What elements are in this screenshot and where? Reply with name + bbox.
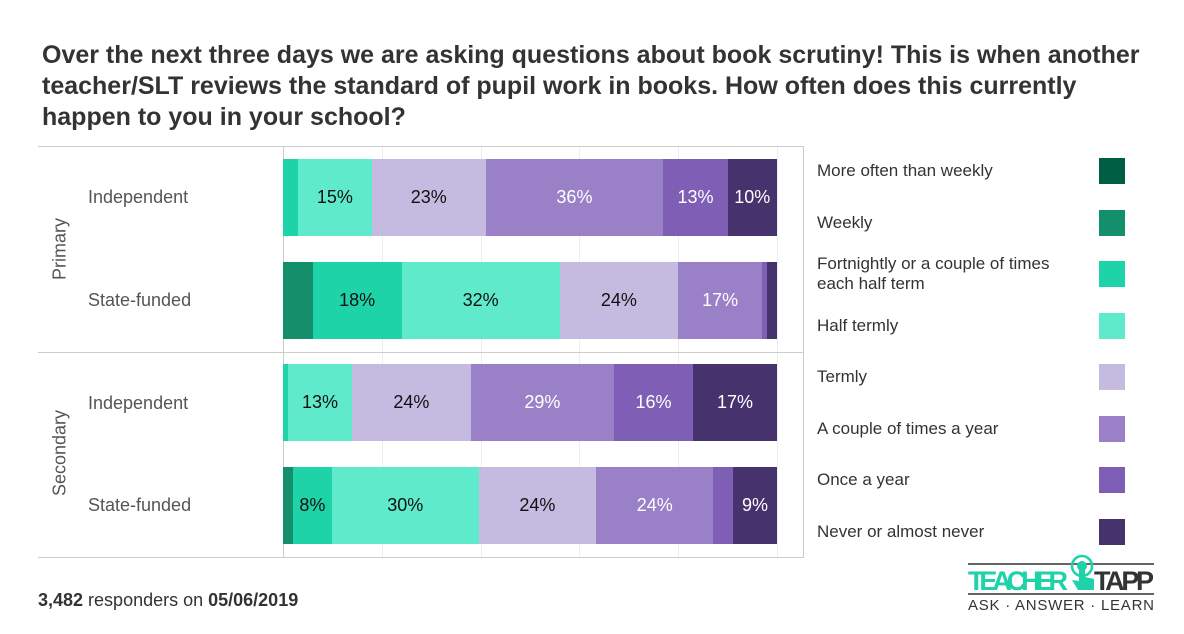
- data-label: 32%: [462, 290, 499, 310]
- bar-segment: 23%: [371, 159, 486, 236]
- bar-segment: 13%: [663, 159, 728, 236]
- svg-text:TAPP: TAPP: [1094, 566, 1154, 596]
- svg-text:ASK · ANSWER · LEARN: ASK · ANSWER · LEARN: [968, 597, 1154, 614]
- stacked-bar: 13% 24% 29% 16% 17%: [283, 364, 777, 441]
- stacked-bar: 15% 23% 36% 13% 10%: [283, 159, 777, 236]
- data-label: 13%: [302, 392, 339, 412]
- data-label: 24%: [600, 290, 637, 310]
- data-label: 13%: [677, 187, 714, 207]
- group-divider: [38, 352, 803, 353]
- legend-item: Never or almost never: [817, 512, 1127, 552]
- row-label: Independent: [88, 393, 189, 413]
- data-label: 10%: [734, 187, 771, 207]
- legend-label: More often than weekly: [817, 161, 993, 180]
- legend-swatch: [1099, 312, 1125, 339]
- data-label: 24%: [393, 392, 430, 412]
- svg-text:TEACHER: TEACHER: [968, 566, 1068, 596]
- group-label-primary: Primary: [49, 218, 70, 280]
- bar-segment: 15%: [297, 159, 372, 236]
- teacher-tapp-logo: TEACHER TAPP ASK · ANSWER · LEARN: [968, 554, 1154, 614]
- bar-segment: [767, 262, 777, 339]
- data-label: 24%: [519, 495, 556, 515]
- bar-segment: 9%: [732, 467, 777, 544]
- legend-swatch: [1099, 158, 1125, 184]
- legend-swatch: [1099, 415, 1125, 442]
- row-label: State-funded: [88, 495, 192, 515]
- bar-segment: [283, 467, 293, 544]
- legend-item: A couple of times a year: [817, 409, 1127, 449]
- bar-segment: [283, 364, 288, 441]
- legend-label: Fortnightly or a couple of times each ha…: [817, 254, 1050, 293]
- data-label: 18%: [339, 290, 376, 310]
- bar-segment: [283, 262, 313, 339]
- bar-segment: 10%: [727, 159, 777, 236]
- data-label: 17%: [702, 290, 739, 310]
- legend-swatch: [1099, 518, 1125, 545]
- bar-segment: 29%: [470, 364, 614, 441]
- legend-label: Once a year: [817, 470, 910, 489]
- chart-title: Over the next three days we are asking q…: [42, 41, 1140, 131]
- data-label: 9%: [741, 495, 768, 515]
- row-label: Independent: [88, 187, 189, 207]
- data-label: 17%: [716, 392, 754, 412]
- bar-segment: [713, 467, 733, 544]
- stacked-bar: 8% 30% 24% 24% 9%: [283, 467, 777, 544]
- bar-segment: 18%: [312, 262, 402, 339]
- survey-date: 05/06/2019: [208, 590, 299, 610]
- legend-item: Half termly: [817, 306, 1127, 346]
- bar-segment: 8%: [292, 467, 332, 544]
- bar-segment: 36%: [485, 159, 664, 236]
- data-label: 8%: [299, 495, 326, 515]
- bar-segment: [283, 159, 298, 236]
- bar-segment: 16%: [613, 364, 693, 441]
- legend-item: More often than weekly: [817, 151, 1127, 191]
- legend-label: Never or almost never: [817, 521, 985, 541]
- bar-segment: 30%: [331, 467, 479, 544]
- bar-segment: 32%: [401, 262, 560, 339]
- bar-segment: 24%: [559, 262, 679, 339]
- legend-label: Half termly: [817, 315, 899, 335]
- stacked-bar: 18% 32% 24% 17%: [283, 262, 777, 339]
- data-label: 30%: [387, 495, 424, 515]
- data-label: 16%: [635, 392, 672, 412]
- bar-segment: 24%: [596, 467, 714, 544]
- responder-count: 3,482: [38, 590, 84, 610]
- legend-item: Once a year: [817, 460, 1127, 500]
- legend-item: Weekly: [817, 203, 1127, 243]
- bar-segment: 17%: [678, 262, 763, 339]
- data-label: 29%: [524, 392, 561, 412]
- legend-label: Weekly: [817, 212, 873, 232]
- legend-label: A couple of times a year: [817, 418, 999, 438]
- data-label: 23%: [410, 187, 447, 207]
- legend-item: Fortnightly or a couple of times each ha…: [817, 254, 1127, 294]
- legend-label: Termly: [817, 367, 868, 386]
- footer-text: responders on: [83, 590, 209, 610]
- chart-plot-area: Primary Secondary Independent State-fund…: [38, 146, 804, 558]
- data-label: 36%: [556, 187, 593, 207]
- bar-segment: 17%: [693, 364, 777, 441]
- legend-swatch: [1099, 467, 1125, 493]
- data-label: 15%: [316, 187, 353, 207]
- legend-swatch: [1099, 364, 1125, 390]
- data-label: 24%: [636, 495, 673, 515]
- group-label-secondary: Secondary: [49, 409, 70, 497]
- bar-segment: [762, 262, 768, 339]
- bar-segment: 24%: [352, 364, 471, 441]
- bar-segment: 13%: [287, 364, 353, 441]
- legend-item: Termly: [817, 357, 1127, 397]
- row-label: State-funded: [88, 290, 192, 310]
- bar-segment: 24%: [478, 467, 597, 544]
- legend-swatch: [1099, 209, 1125, 236]
- responders-footer: 3,482 responders on 05/06/2019: [38, 590, 298, 611]
- legend-swatch: [1099, 261, 1125, 287]
